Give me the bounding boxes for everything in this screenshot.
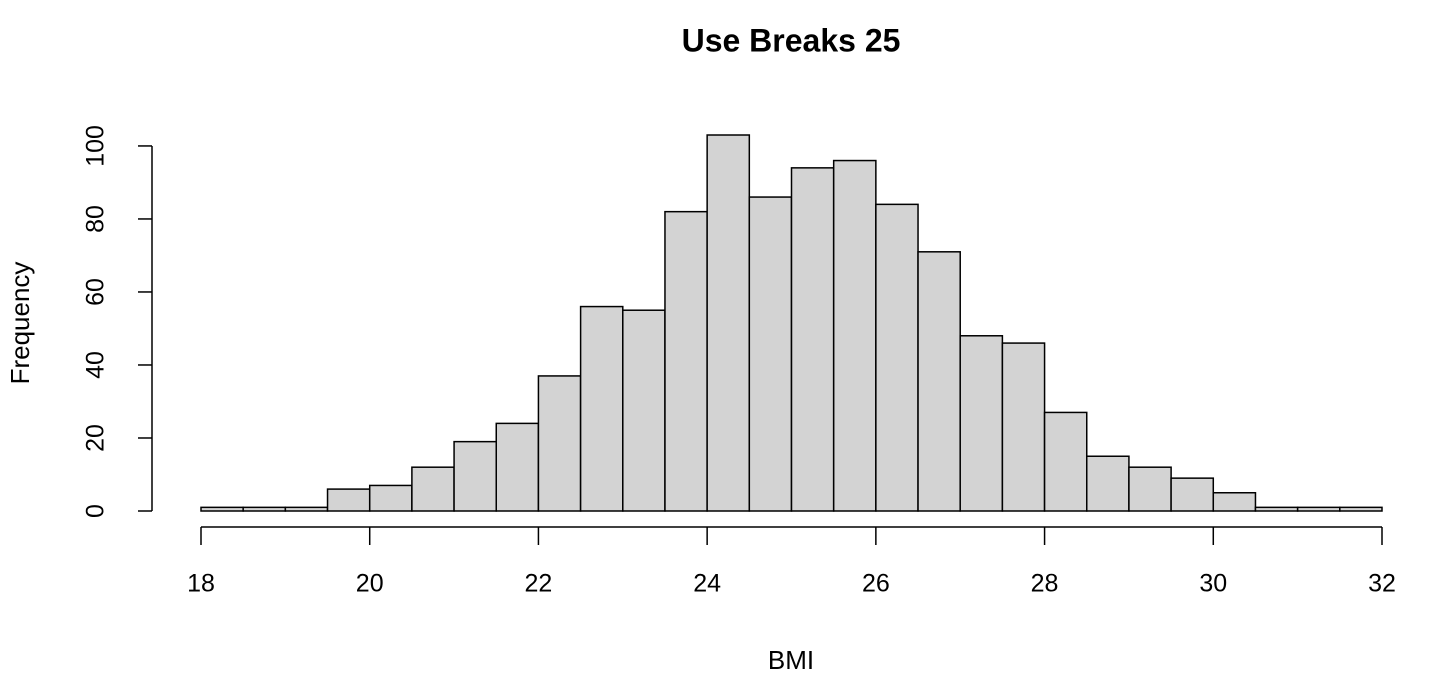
y-tick-label: 100 [82,125,110,167]
y-tick-label: 60 [82,278,110,306]
bar [1170,477,1215,512]
bar [411,466,455,512]
x-tick-label: 18 [187,570,215,598]
bar [284,506,329,512]
bar [368,484,413,512]
y-tick-label: 80 [82,205,110,233]
bar [1043,411,1088,512]
bar [495,422,540,512]
bar [242,506,287,512]
bar [1086,455,1130,512]
bar [1296,506,1341,512]
y-tick-label: 0 [82,504,110,518]
y-tick-label: 40 [82,351,110,379]
x-tick-label: 30 [1199,570,1227,598]
bar [875,203,919,512]
x-tick-label: 20 [356,570,384,598]
chart-title: Use Breaks 25 [682,22,901,58]
bar [579,305,624,512]
bar [664,210,708,512]
bar [1001,342,1046,512]
bar [1212,491,1257,512]
x-tick-label: 32 [1368,570,1396,598]
bar [1339,506,1383,512]
bar [706,134,751,512]
bar [748,196,793,512]
x-tick-label: 22 [525,570,553,598]
y-axis-label: Frequency [5,262,35,385]
bar [326,488,371,512]
bar [1128,466,1172,512]
x-tick-label: 24 [693,570,721,598]
y-tick-label: 20 [82,424,110,452]
bar [917,251,961,512]
bar [453,440,498,512]
bar [790,167,835,512]
x-axis-label: BMI [768,645,814,675]
bar [1254,506,1299,512]
bar [200,506,244,512]
bar [832,159,877,512]
x-tick-label: 26 [862,570,890,598]
x-tick-label: 28 [1031,570,1059,598]
bar [959,335,1004,512]
bar [537,375,582,512]
bar [622,309,666,512]
